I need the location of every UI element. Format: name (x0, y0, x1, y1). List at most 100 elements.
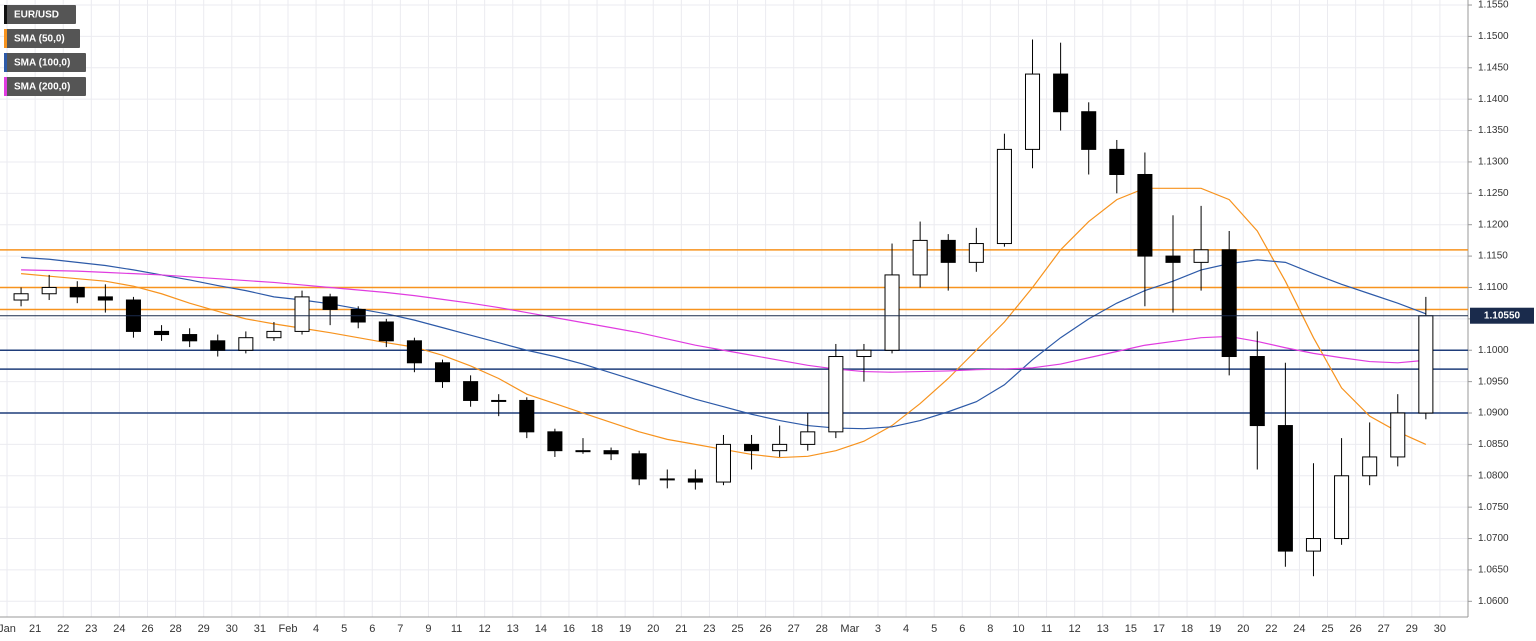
legend-swatch (4, 53, 7, 72)
candle-body (491, 399, 507, 402)
x-tick-label: 15 (1125, 623, 1137, 635)
candle-body (266, 330, 282, 339)
candle-body (406, 340, 422, 364)
y-tick-label: 1.0600 (1478, 596, 1509, 607)
price-tag (1470, 307, 1534, 324)
candle-body (1137, 173, 1153, 257)
y-tick-label: 1.0650 (1478, 565, 1509, 576)
x-tick-label: 13 (1097, 623, 1109, 635)
x-tick-label: 27 (1378, 623, 1390, 635)
x-tick-label: 5 (341, 623, 347, 635)
legend-swatch (4, 77, 7, 96)
y-tick-label: 1.0900 (1478, 408, 1509, 419)
y-tick-label: 1.0950 (1478, 376, 1509, 387)
x-tick-label: 7 (397, 623, 403, 635)
candle-body (1053, 73, 1069, 113)
candle-body (884, 274, 900, 351)
sma-line (21, 256, 1427, 430)
x-tick-label: 21 (29, 623, 41, 635)
candle-body (463, 381, 479, 401)
x-tick-label: 28 (169, 623, 181, 635)
legend-text: SMA (50,0) (14, 34, 65, 45)
x-tick-label: 28 (816, 623, 828, 635)
x-tick-label: 31 (254, 623, 266, 635)
y-tick-label: 1.1500 (1478, 31, 1509, 42)
y-tick-label: 1.1100 (1478, 282, 1508, 293)
candle-body (1277, 425, 1293, 552)
candle-body (1418, 315, 1434, 414)
y-tick-label: 1.1550 (1478, 0, 1509, 11)
x-tick-label: 29 (198, 623, 210, 635)
y-tick-label: 1.0800 (1478, 470, 1509, 481)
x-tick-label: 16 (563, 623, 575, 635)
price-tag-label: 1.10550 (1484, 310, 1521, 321)
candle-body (13, 293, 29, 301)
legend-box (4, 5, 76, 24)
candle-body (631, 453, 647, 480)
x-tick-label: 25 (1321, 623, 1333, 635)
y-tick-label: 1.1000 (1478, 345, 1509, 356)
x-tick-label: 11 (451, 623, 462, 635)
x-tick-label: 17 (1153, 623, 1165, 635)
y-tick-label: 1.1300 (1478, 157, 1509, 168)
x-tick-label: 29 (1406, 623, 1418, 635)
y-tick-label: 1.1400 (1478, 94, 1509, 105)
candle-body (1165, 255, 1181, 263)
y-tick-label: 1.1150 (1478, 251, 1508, 262)
x-tick-label: 12 (1069, 623, 1081, 635)
y-tick-label: 1.1250 (1478, 188, 1509, 199)
x-tick-label: 23 (85, 623, 97, 635)
candle-body (912, 239, 928, 276)
y-tick-label: 1.0700 (1478, 533, 1509, 544)
x-tick-label: 30 (1434, 623, 1446, 635)
x-tick-label: 19 (1209, 623, 1221, 635)
legend-text: SMA (100,0) (14, 58, 70, 69)
candle-body (1249, 356, 1265, 427)
x-tick-label: 8 (987, 623, 993, 635)
candle-body (828, 356, 844, 433)
x-tick-label: Mar (840, 623, 859, 635)
candle-body (210, 340, 226, 351)
legend-box (4, 29, 80, 48)
x-tick-label: 24 (113, 623, 125, 635)
x-tick-label: 6 (959, 623, 965, 635)
x-tick-label: 22 (57, 623, 69, 635)
candle-body (294, 296, 310, 332)
legend-text: EUR/USD (14, 10, 59, 21)
candle-body (575, 450, 591, 453)
x-tick-label: 26 (759, 623, 771, 635)
x-tick-label: 20 (647, 623, 659, 635)
candle-body (968, 243, 984, 263)
x-tick-label: 4 (903, 623, 909, 635)
candle-body (687, 478, 703, 483)
candle-body (41, 286, 57, 295)
x-tick-label: 18 (1181, 623, 1193, 635)
candle-body (744, 443, 760, 452)
candle-body (322, 296, 338, 310)
x-tick-label: 22 (1265, 623, 1277, 635)
x-tick-label: 24 (1293, 623, 1305, 635)
candle-body (154, 330, 170, 336)
candle-body (659, 478, 675, 481)
x-tick-label: 30 (226, 623, 238, 635)
y-tick-label: 1.1350 (1478, 125, 1509, 136)
x-tick-label: Feb (278, 623, 297, 635)
x-tick-label: 4 (313, 623, 319, 635)
candle-body (715, 443, 731, 483)
legend-box (4, 77, 86, 96)
candle-body (1081, 111, 1097, 150)
x-tick-label: 14 (535, 623, 547, 635)
legend-text: SMA (200,0) (14, 82, 70, 93)
legend-swatch (4, 5, 7, 24)
x-tick-label: 11 (1041, 623, 1052, 635)
x-tick-label: 12 (479, 623, 491, 635)
x-tick-label: 19 (619, 623, 631, 635)
x-tick-label: 23 (703, 623, 715, 635)
candle-body (772, 443, 788, 452)
x-tick-label: 13 (507, 623, 519, 635)
candle-body (238, 337, 254, 351)
candle-body (1193, 249, 1209, 263)
x-tick-label: 26 (1349, 623, 1361, 635)
